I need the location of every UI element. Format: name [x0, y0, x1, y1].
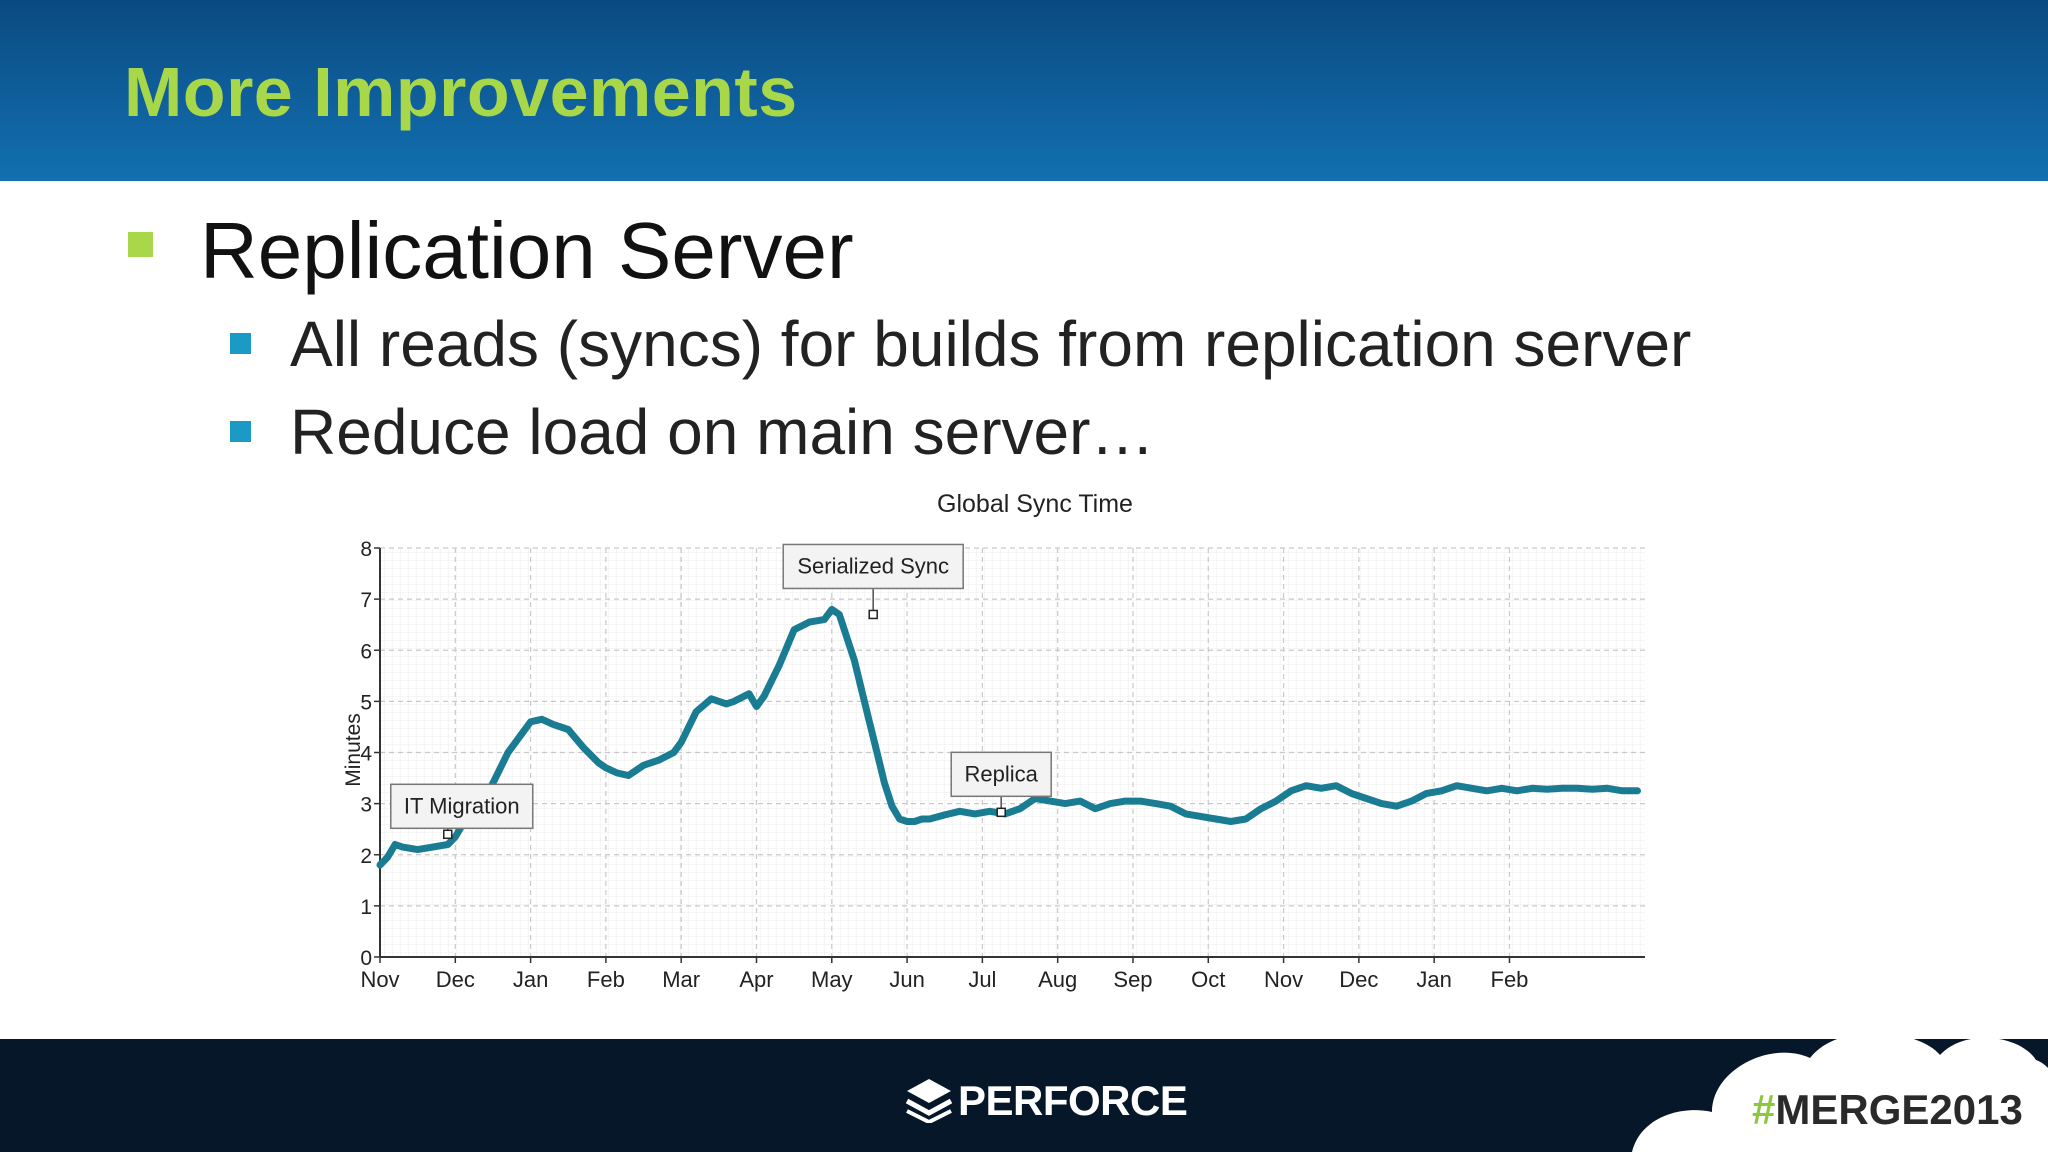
x-tick-label: Jun: [889, 967, 924, 992]
main-bullet-icon: [128, 232, 153, 257]
annotation-marker: [868, 609, 878, 620]
x-tick-label: Mar: [662, 967, 700, 992]
header-band: [0, 0, 2048, 181]
x-tick-label: Aug: [1038, 967, 1077, 992]
annotation-marker: [443, 829, 453, 840]
x-tick-label: Dec: [1339, 967, 1378, 992]
y-tick-label: 4: [360, 743, 372, 766]
sub-bullet-2: Reduce load on main server…: [290, 396, 1155, 468]
y-tick-label: 6: [360, 640, 372, 663]
perforce-logo-icon: [905, 1079, 953, 1123]
annotation-marker: [996, 807, 1006, 818]
x-tick-label: Jan: [513, 967, 548, 992]
x-tick-label: Feb: [1491, 967, 1529, 992]
event-hashtag: #MERGE2013: [1752, 1086, 2023, 1134]
hashtag-symbol: #: [1752, 1086, 1776, 1133]
annotation-label: Replica: [965, 761, 1039, 786]
y-tick-label: 8: [360, 538, 372, 561]
y-tick-label: 2: [360, 845, 372, 868]
x-tick-label: May: [811, 967, 853, 992]
x-tick-label: Apr: [739, 967, 773, 992]
x-tick-label: Dec: [436, 967, 475, 992]
x-tick-label: Oct: [1191, 967, 1225, 992]
x-tick-label: Nov: [360, 967, 399, 992]
x-tick-label: Feb: [587, 967, 625, 992]
y-tick-label: 1: [360, 896, 372, 919]
sub-bullet-icon: [230, 421, 251, 442]
annotation-box: [390, 783, 534, 830]
x-tick-label: Sep: [1113, 967, 1152, 992]
slide-title: More Improvements: [124, 53, 798, 131]
chart-title: Global Sync Time: [937, 490, 1133, 518]
annotation-box: [950, 751, 1052, 798]
y-tick-label: 3: [360, 794, 372, 817]
global-sync-time-chart: Global Sync Time Minutes 0 1 2 3 4 5 6 7 8 Nov Dec…: [342, 490, 1645, 992]
brand-name: PERFORCE: [958, 1077, 1188, 1124]
y-tick-label: 7: [360, 589, 372, 612]
sync-time-line: [376, 605, 1641, 869]
sub-bullet-1: All reads (syncs) for builds from replic…: [290, 308, 1692, 380]
y-tick-label: 0: [360, 947, 372, 970]
hashtag-text: MERGE2013: [1775, 1086, 2023, 1133]
annotation-label: IT Migration: [404, 793, 520, 818]
x-tick-label: Jul: [968, 967, 996, 992]
y-axis-label: Minutes: [342, 713, 365, 787]
x-tick-label: Jan: [1416, 967, 1451, 992]
annotation-label: Serialized Sync: [797, 553, 949, 578]
x-tick-label: Nov: [1264, 967, 1303, 992]
y-tick-label: 5: [360, 691, 372, 714]
sub-bullet-icon: [230, 333, 251, 354]
main-heading: Replication Server: [200, 206, 854, 295]
annotation-box: [782, 543, 964, 590]
